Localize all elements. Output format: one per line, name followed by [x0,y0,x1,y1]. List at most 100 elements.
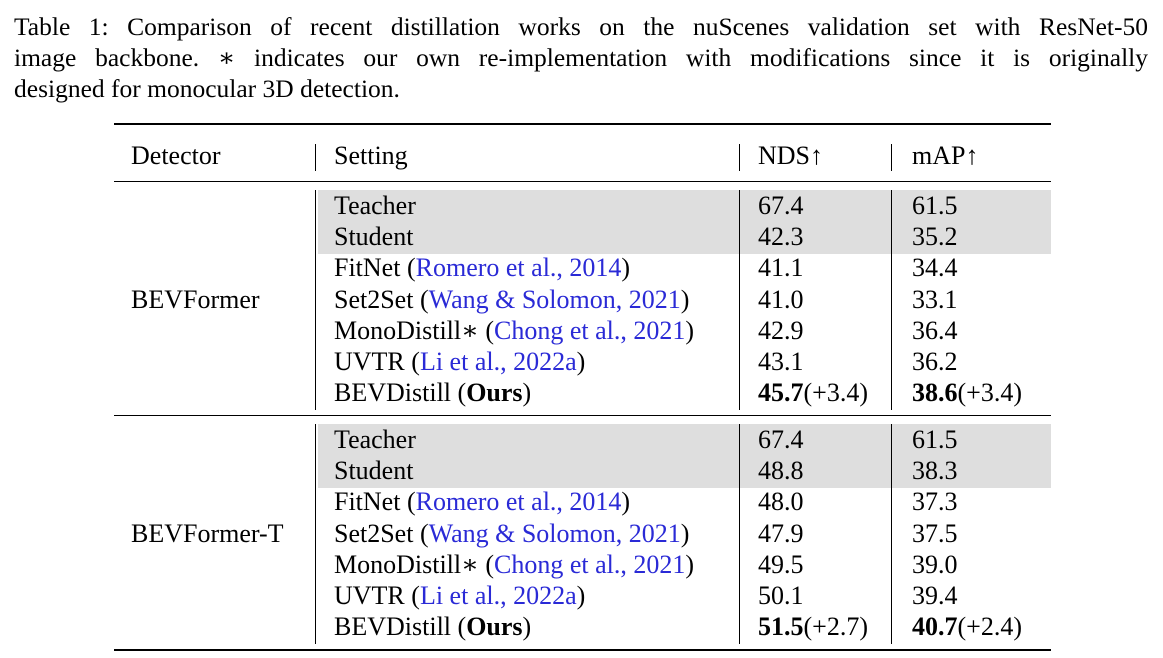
nds-cell: 41.1 [758,252,804,283]
citation-link: Wang & Solomon, 2021 [428,284,681,314]
citation-link: Chong et al., 2021 [493,549,686,579]
column-separator [739,144,741,171]
setting-cell: Set2Set (Wang & Solomon, 2021) [334,284,690,314]
map-cell: 36.4 [912,315,958,346]
map-value: 61.5 [912,191,958,220]
map-cell: 37.3 [912,486,958,517]
nds-cell: 42.9 [758,315,804,346]
setting-cell: FitNet (Romero et al., 2014) [334,487,631,517]
nds-cell: 67.4 [758,190,804,221]
map-cell: 35.2 [912,221,958,252]
detector-label: BEVFormer-T [131,519,284,549]
map-value: 61.5 [912,425,958,454]
map-value: 33.1 [912,284,958,314]
nds-cell: 49.5 [758,549,804,580]
nds-cell: 42.3 [758,221,804,252]
detector-label: BEVFormer [131,285,260,315]
column-separator [739,190,741,411]
map-value: 35.2 [912,222,958,252]
nds-cell: 48.0 [758,486,804,517]
ours-label: Ours [466,612,523,642]
header-label: Detector [131,141,221,170]
column-separator [315,424,317,645]
nds-gain: (+3.4) [803,378,868,408]
caption-line: designed for monocular 3D detection. [14,74,400,103]
nds-value: 41.1 [758,253,804,283]
nds-cell: 48.8 [758,455,804,486]
map-cell: 33.1 [912,284,958,315]
map-gain: (+3.4) [957,378,1022,408]
column-separator [891,190,893,411]
caption-line: Table 1: Comparison of recent distillati… [14,12,1148,41]
method-name: Student [334,456,414,486]
bottom-rule [114,649,1051,651]
detector-name: BEVFormer [131,284,260,315]
map-value: 40.7 [912,612,958,642]
method-name: BEVDistill [334,612,452,642]
table-caption: Table 1: Comparison of recent distillati… [14,11,1148,104]
caption-line: image backbone. ∗ indicates our own re-i… [14,43,1148,72]
nds-value: 41.0 [758,284,804,314]
map-value: 39.0 [912,549,958,579]
map-cell: 38.3 [912,455,958,486]
map-value: 36.2 [912,347,958,376]
mid-rule [114,415,1051,417]
nds-value: 48.0 [758,487,804,517]
detector-name: BEVFormer-T [131,518,284,549]
header-cell: NDS↑ [758,140,823,171]
map-value: 39.4 [912,581,958,610]
baseline-shade [318,424,1051,489]
header-label: mAP↑ [912,141,979,170]
column-separator [891,424,893,645]
method-name: FitNet [334,253,401,283]
citation-link: Romero et al., 2014 [415,253,622,283]
map-cell: 37.5 [912,518,958,549]
nds-value: 42.9 [758,315,804,345]
method-name: MonoDistill∗ [334,315,479,345]
map-cell: 39.0 [912,549,958,580]
nds-value: 67.4 [758,191,804,220]
column-separator [315,190,317,411]
method-name: Set2Set [334,284,414,314]
nds-cell: 67.4 [758,424,804,455]
nds-cell-ours: 45.7(+3.4) [758,377,868,408]
header-label: Setting [334,141,408,170]
nds-cell: 41.0 [758,284,804,315]
setting-cell: Student [334,455,413,486]
setting-cell: MonoDistill∗ (Chong et al., 2021) [334,549,695,579]
nds-gain: (+2.7) [803,612,868,642]
setting-cell-ours: BEVDistill (Ours) [334,378,532,408]
map-value: 36.4 [912,315,958,345]
nds-value: 47.9 [758,518,804,548]
citation-link: Li et al., 2022a [419,347,577,376]
map-cell: 61.5 [912,424,958,455]
column-separator [739,424,741,645]
header-rule [114,181,1051,183]
method-name: Teacher [334,425,416,454]
method-name: MonoDistill∗ [334,549,479,579]
setting-cell: Teacher [334,424,416,455]
nds-value: 45.7 [758,378,804,408]
method-name: Set2Set [334,518,414,548]
header-cell: Detector [131,140,221,171]
citation-link: Li et al., 2022a [419,581,577,610]
citation-link: Chong et al., 2021 [493,315,686,345]
nds-value: 67.4 [758,425,804,454]
setting-cell: UVTR (Li et al., 2022a) [334,581,586,610]
nds-value: 42.3 [758,222,804,252]
map-value: 38.6 [912,378,958,408]
nds-value: 50.1 [758,581,804,610]
method-name: FitNet [334,487,401,517]
setting-cell: UVTR (Li et al., 2022a) [334,347,586,376]
column-separator [315,144,317,171]
map-cell: 34.4 [912,252,958,283]
method-name: BEVDistill [334,378,452,408]
setting-cell: Teacher [334,190,416,221]
nds-cell: 43.1 [758,346,804,377]
header-label: NDS↑ [758,141,824,170]
map-cell-ours: 38.6(+3.4) [912,377,1022,408]
method-name: UVTR [334,347,405,376]
setting-cell: Student [334,221,413,252]
header-cell: Setting [334,140,408,171]
map-value: 38.3 [912,456,958,486]
